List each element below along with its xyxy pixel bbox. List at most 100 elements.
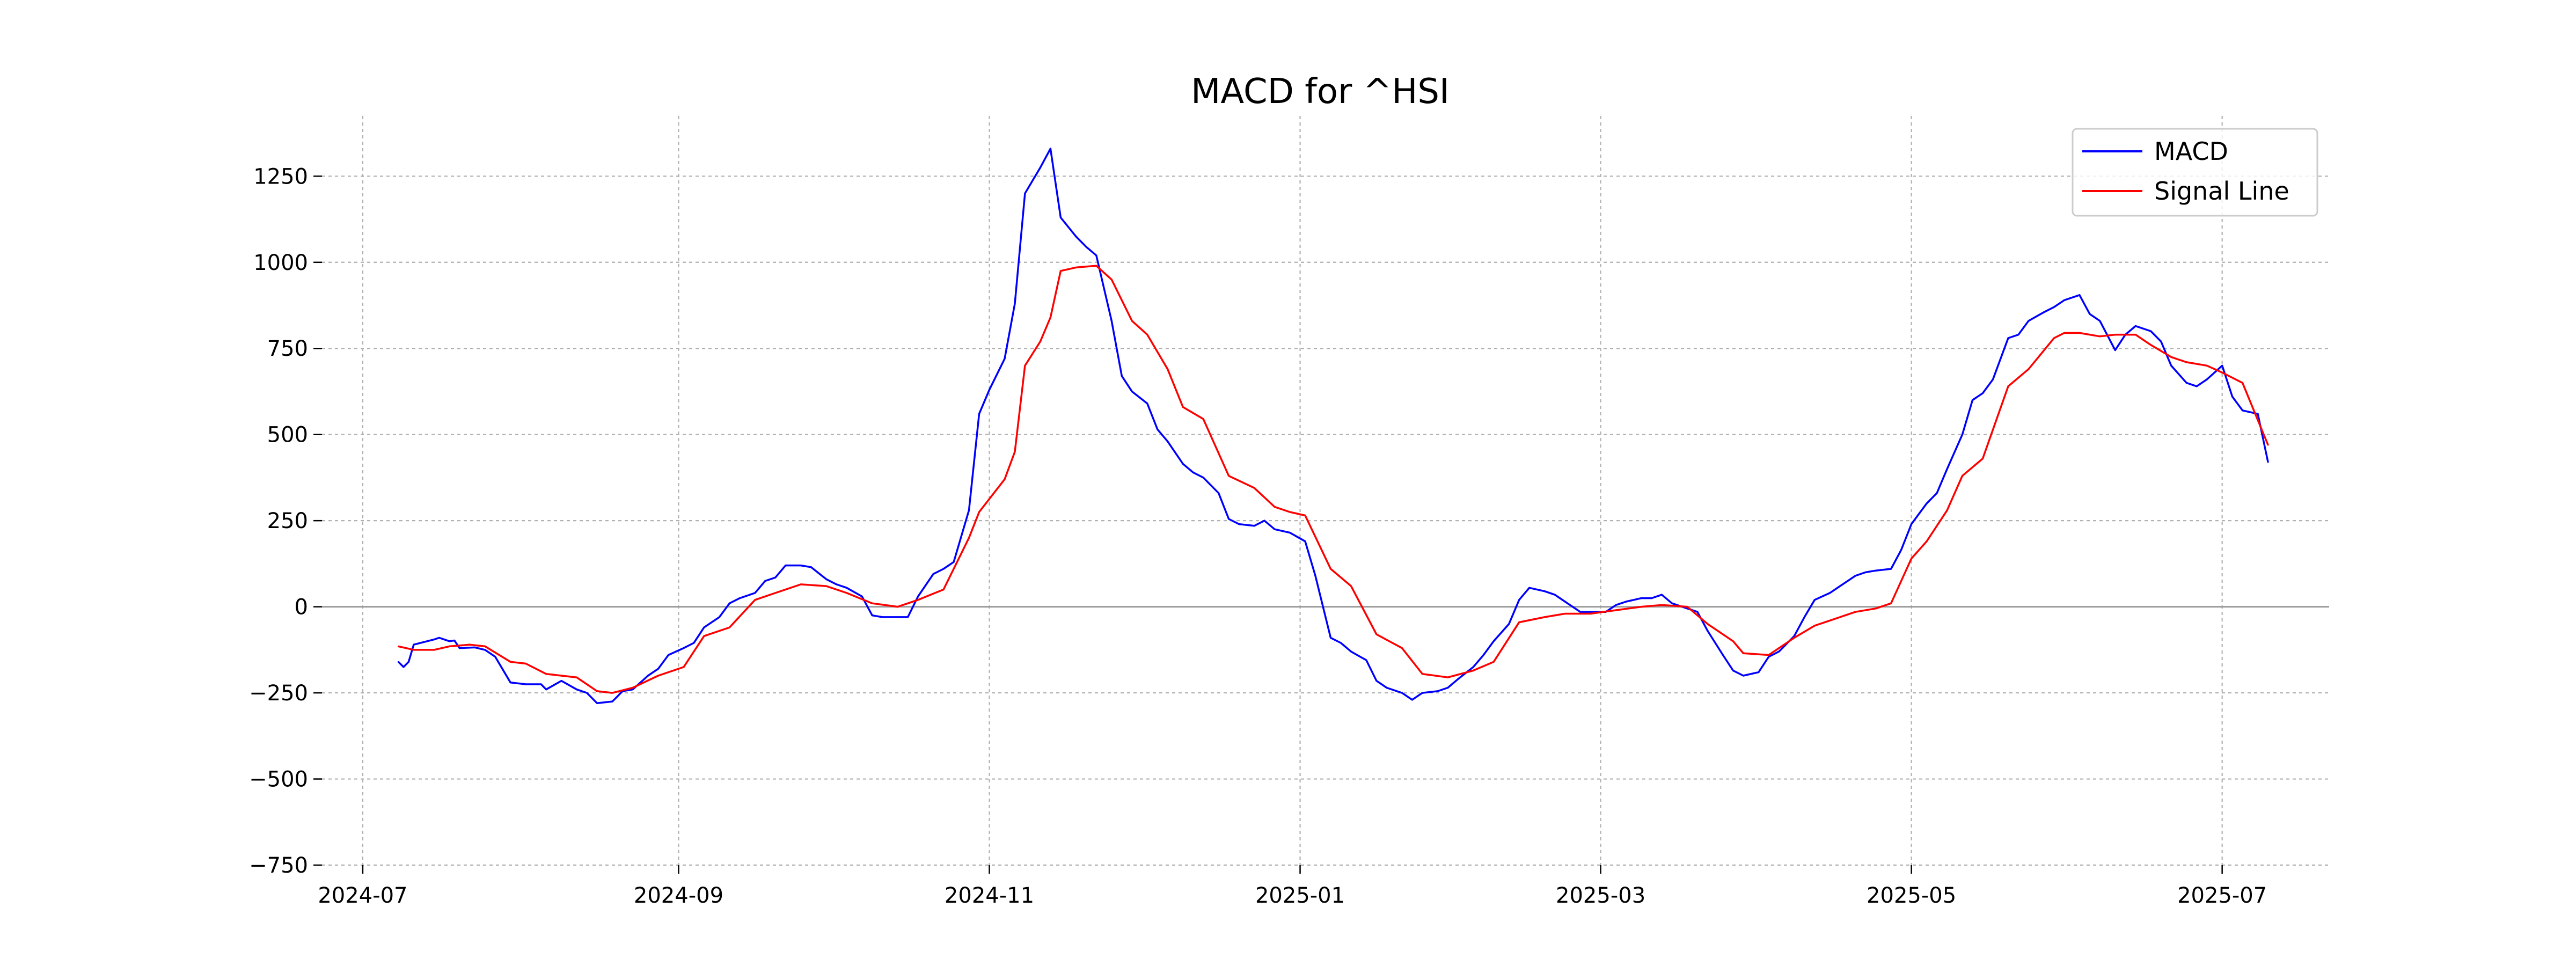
data-point-macd bbox=[1004, 357, 1006, 360]
data-point-macd bbox=[2150, 330, 2152, 332]
data-point-macd bbox=[397, 661, 399, 663]
data-point-signal-line bbox=[2221, 371, 2223, 374]
data-point-macd bbox=[1411, 699, 1413, 701]
data-point-signal-line bbox=[1253, 487, 1255, 489]
data-point-macd bbox=[1447, 686, 1449, 689]
data-point-macd bbox=[932, 573, 934, 575]
data-point-macd bbox=[968, 509, 970, 511]
series-line-macd bbox=[398, 148, 2269, 705]
data-point-macd bbox=[632, 689, 634, 691]
data-point-macd bbox=[1890, 568, 1892, 570]
data-point-macd bbox=[2028, 320, 2030, 322]
data-point-signal-line bbox=[2150, 344, 2152, 346]
data-point-macd bbox=[2089, 313, 2091, 315]
data-point-macd bbox=[484, 649, 486, 651]
data-point-signal-line bbox=[800, 583, 802, 586]
data-point-signal-line bbox=[1049, 316, 1051, 318]
data-point-macd bbox=[2170, 364, 2172, 367]
data-point-macd bbox=[2099, 320, 2101, 322]
data-point-signal-line bbox=[2134, 334, 2136, 336]
data-point-macd bbox=[1253, 525, 1255, 527]
data-point-signal-line bbox=[1182, 406, 1184, 408]
data-point-signal-line bbox=[1890, 602, 1892, 604]
data-point-signal-line bbox=[1829, 619, 1831, 621]
data-point-macd bbox=[1401, 692, 1403, 694]
y-tick-label: 1000 bbox=[253, 251, 308, 275]
y-tick-label: 500 bbox=[267, 423, 308, 448]
data-point-macd bbox=[667, 654, 669, 656]
data-point-macd bbox=[1864, 571, 1867, 573]
legend: MACD Signal Line bbox=[2072, 128, 2318, 217]
data-point-macd bbox=[438, 636, 440, 639]
data-point-signal-line bbox=[2114, 334, 2116, 336]
data-point-signal-line bbox=[1982, 458, 1984, 460]
data-point-signal-line bbox=[2079, 332, 2081, 334]
data-point-signal-line bbox=[1518, 621, 1520, 624]
data-point-macd bbox=[1274, 528, 1276, 530]
data-point-macd bbox=[1732, 669, 1734, 671]
data-point-macd bbox=[560, 680, 562, 682]
legend-label-macd: MACD bbox=[2154, 137, 2228, 166]
data-point-signal-line bbox=[2053, 337, 2055, 339]
data-point-signal-line bbox=[525, 663, 527, 665]
data-point-macd bbox=[1329, 636, 1331, 639]
data-point-macd bbox=[2007, 337, 2009, 339]
data-point-signal-line bbox=[754, 599, 756, 601]
data-point-macd bbox=[1518, 599, 1520, 601]
data-point-macd bbox=[1263, 519, 1265, 522]
data-point-macd bbox=[2017, 334, 2019, 336]
data-point-signal-line bbox=[1039, 340, 1041, 342]
data-point-signal-line bbox=[2007, 385, 2009, 387]
data-point-macd bbox=[1982, 392, 1984, 394]
data-point-signal-line bbox=[433, 649, 435, 651]
x-tick-label: 2025-07 bbox=[2177, 883, 2267, 908]
data-point-macd bbox=[1304, 540, 1306, 543]
data-point-macd bbox=[1289, 532, 1291, 534]
x-tick-label: 2024-07 bbox=[318, 883, 407, 908]
data-point-macd bbox=[1962, 434, 1964, 436]
data-point-signal-line bbox=[1228, 475, 1230, 477]
data-point-signal-line bbox=[469, 643, 471, 646]
data-point-signal-line bbox=[1854, 611, 1856, 613]
data-point-macd bbox=[785, 565, 787, 567]
data-point-macd bbox=[718, 616, 720, 618]
data-point-macd bbox=[407, 661, 409, 663]
x-tick-label: 2025-01 bbox=[1255, 883, 1345, 908]
data-point-signal-line bbox=[1329, 568, 1331, 570]
x-axis-ticks: 2024-07 2024-09 2024-11 2025-01 2025-03 2025-… bbox=[318, 865, 2267, 908]
data-point-signal-line bbox=[1946, 509, 1948, 511]
data-point-macd bbox=[1722, 654, 1724, 656]
data-point-macd bbox=[2257, 413, 2259, 415]
y-tick-label: −250 bbox=[249, 681, 308, 706]
data-point-macd bbox=[1946, 468, 1948, 470]
data-point-macd bbox=[1375, 680, 1378, 682]
data-point-signal-line bbox=[1289, 511, 1291, 513]
data-point-macd bbox=[1039, 166, 1041, 169]
data-point-macd bbox=[1472, 666, 1474, 668]
data-point-macd bbox=[2114, 349, 2116, 351]
data-point-macd bbox=[897, 616, 899, 618]
data-point-macd bbox=[1386, 686, 1388, 689]
data-point-macd bbox=[846, 587, 848, 589]
data-point-signal-line bbox=[871, 602, 873, 604]
data-point-macd bbox=[1579, 611, 1582, 613]
data-point-macd bbox=[1926, 502, 1928, 504]
data-point-signal-line bbox=[1401, 647, 1403, 649]
data-point-macd bbox=[1543, 590, 1546, 592]
data-point-macd bbox=[1696, 611, 1699, 613]
data-point-macd bbox=[1228, 518, 1230, 520]
data-point-signal-line bbox=[1202, 418, 1204, 420]
data-point-macd bbox=[1075, 236, 1077, 238]
chart-title: MACD for ^HSI bbox=[1191, 72, 1450, 112]
data-point-macd bbox=[2267, 461, 2269, 463]
data-point-macd bbox=[861, 595, 863, 597]
data-point-macd bbox=[1803, 616, 1805, 618]
data-point-macd bbox=[1900, 549, 1902, 551]
y-tick-label: −500 bbox=[249, 767, 308, 792]
data-point-signal-line bbox=[397, 645, 399, 647]
data-point-signal-line bbox=[825, 585, 828, 587]
y-tick-label: 1250 bbox=[253, 164, 308, 189]
data-point-macd bbox=[1651, 597, 1653, 599]
data-point-signal-line bbox=[978, 511, 980, 513]
